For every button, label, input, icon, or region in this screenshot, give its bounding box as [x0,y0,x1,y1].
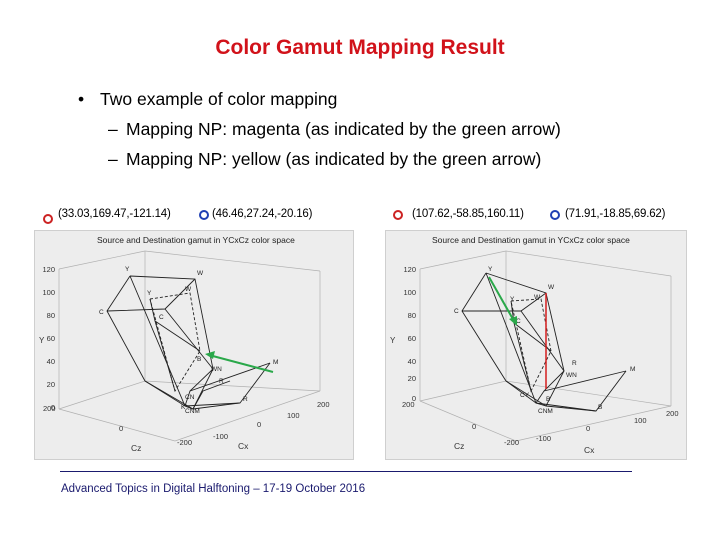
vertex-label: CNM [185,408,200,415]
vertex-label: C [454,308,459,315]
cx-tick: 100 [287,411,300,420]
destination-marker-icon [199,210,209,220]
vertex-label: M [630,366,635,373]
y-tick: 100 [403,288,416,297]
bullet-list: Two example of color mapping Mapping NP:… [78,84,561,174]
y-tick: 80 [47,311,55,320]
cz-tick: 0 [119,424,123,433]
cx-tick: -100 [213,432,228,441]
y-tick: 80 [408,311,416,320]
y-tick: 0 [51,403,55,412]
y-axis-label: Y [390,336,396,345]
vertex-label: C [516,318,521,325]
plot-title: Source and Destination gamut in YCxCz co… [432,235,630,245]
y-tick: 40 [408,357,416,366]
vertex-label: B [546,396,550,403]
vertex-label: Y [510,296,515,303]
vertex-label: WN [566,372,577,379]
cz-tick: 200 [402,400,415,409]
arrow-head-icon [205,351,215,359]
vertex-label: R [243,396,248,403]
destination-marker-icon [550,210,560,220]
vertex-label: CNM [538,408,553,415]
cx-tick: 200 [666,409,679,418]
vertex-label: B [598,404,602,411]
cz-tick: 0 [472,422,476,431]
vertex-label: K [181,404,186,411]
cz-tick: -200 [504,438,519,447]
vertex-label: W [534,294,541,301]
y-tick: 120 [42,265,55,274]
bullet-sub-yellow: Mapping NP: yellow (as indicated by the … [78,144,561,174]
cx-tick: 0 [586,424,590,433]
vertex-label: W [548,284,555,291]
vertex-label: C [159,314,164,321]
footer-divider [60,471,632,472]
cx-tick: 100 [634,416,647,425]
vertex-label: C [99,309,104,316]
cz-tick: 200 [43,404,56,413]
y-tick: 40 [47,357,55,366]
cx-tick: 0 [257,420,261,429]
vertex-label: Y [147,290,152,297]
vertex-label: WN [211,366,222,373]
vertex-label: CN [185,394,195,401]
cz-tick: -200 [177,438,192,447]
gamut-plot-magenta: Source and Destination gamut in YCxCz co… [34,230,354,460]
bullet-main: Two example of color mapping [78,84,561,114]
mapping-arrow [488,276,515,322]
vertex-label: R [572,360,577,367]
cz-axis-label: Cz [131,443,141,453]
vertex-label: M [273,359,278,366]
cx-axis-label: Cx [238,441,249,451]
vertex-label: R [219,378,224,385]
footer-text: Advanced Topics in Digital Halftoning – … [61,483,366,495]
cx-tick: 200 [317,400,330,409]
destination-coordinate-right: (71.91,-18.85,69.62) [565,208,666,220]
vertex-label: B [197,356,201,363]
y-tick: 20 [408,374,416,383]
source-marker-icon [43,214,53,224]
cx-axis-label: Cx [584,445,595,455]
source-coordinate-left: (33.03,169.47,-121.14) [58,208,171,220]
cz-axis-label: Cz [454,441,464,451]
vertex-label: Y [125,266,130,273]
slide-title: Color Gamut Mapping Result [215,36,505,59]
vertex-label: CY [520,392,530,399]
cx-tick: -100 [536,434,551,443]
plot-title: Source and Destination gamut in YCxCz co… [97,235,295,245]
y-axis-label: Y [39,336,45,345]
y-tick: 100 [42,288,55,297]
y-tick: 60 [47,334,55,343]
mapping-arrow [208,354,274,373]
y-tick: 0 [412,394,416,403]
y-tick: 120 [403,265,416,274]
vertex-label: W [185,286,192,293]
bullet-sub-magenta: Mapping NP: magenta (as indicated by the… [78,114,561,144]
y-tick: 20 [47,380,55,389]
vertex-label: W [197,270,204,277]
gamut-plot-yellow: Source and Destination gamut in YCxCz co… [385,230,687,460]
vertex-label: Y [488,266,493,273]
source-marker-icon [393,210,403,220]
y-tick: 60 [408,334,416,343]
arrow-head-icon [509,316,517,326]
destination-coordinate-left: (46.46,27.24,-20.16) [212,208,313,220]
source-coordinate-right: (107.62,-58.85,160.11) [412,208,524,220]
